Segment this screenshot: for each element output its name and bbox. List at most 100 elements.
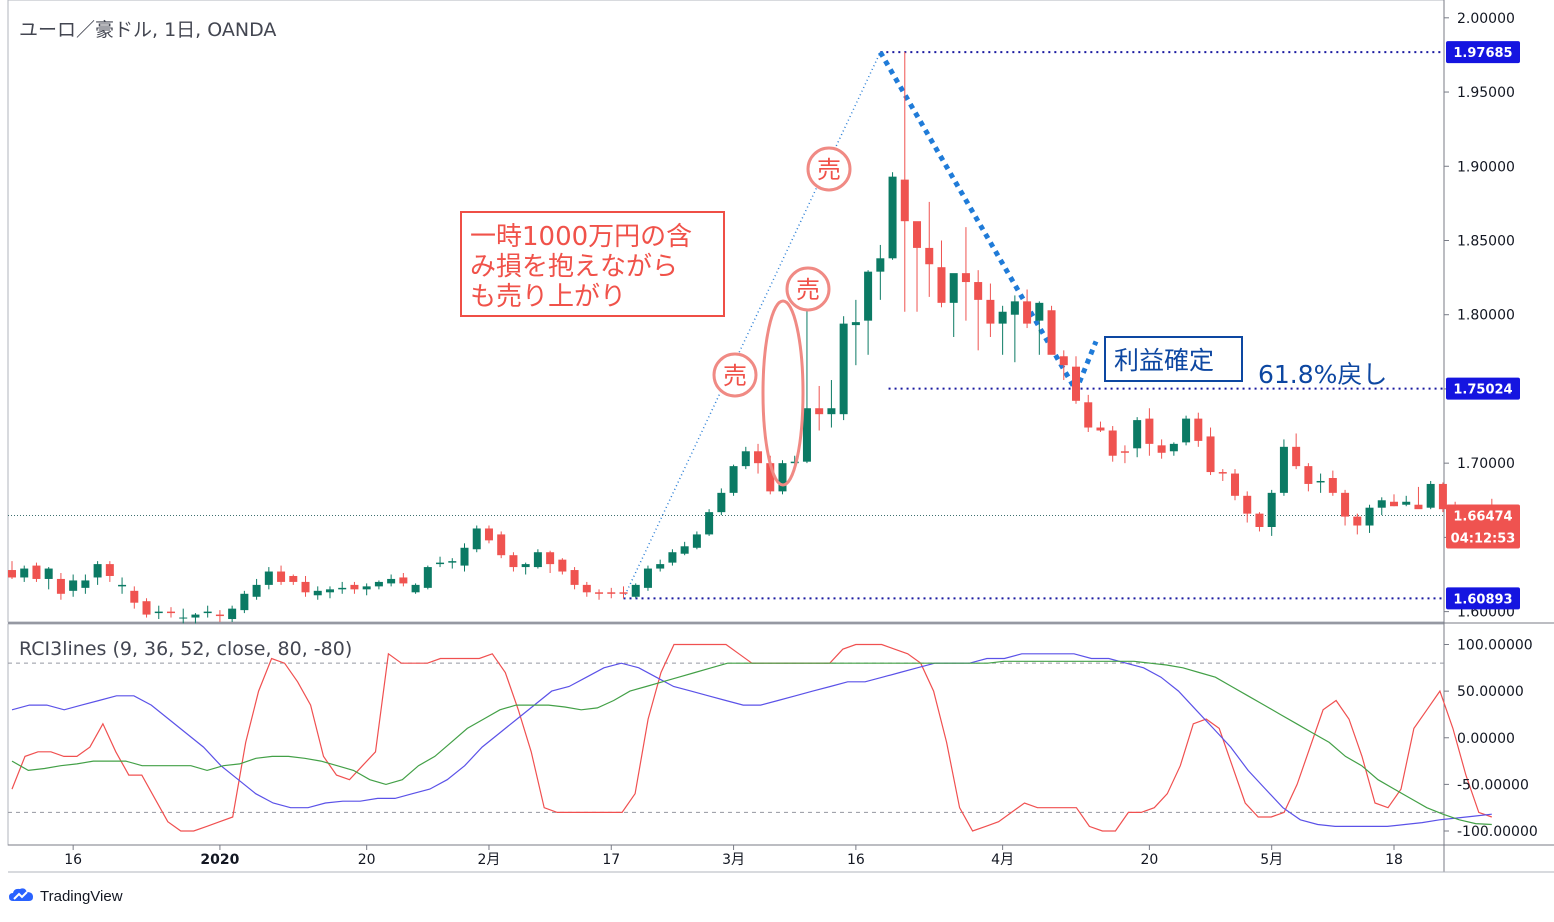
candle-body: [1023, 301, 1032, 324]
time-tick-label: 20: [358, 852, 376, 868]
candle-body: [154, 611, 163, 614]
rci-tick-label: -50.00000: [1457, 777, 1529, 793]
tradingview-logo[interactable]: TradingView: [8, 886, 123, 906]
candle-body: [497, 534, 506, 556]
price-tick-label: 1.95000: [1457, 85, 1515, 101]
retrace-price-label: 1.75024: [1453, 383, 1512, 398]
candle-body: [705, 512, 714, 535]
candle-body: [668, 552, 677, 563]
rci-short-line: [11, 643, 1493, 832]
candle-body: [1279, 446, 1288, 493]
candle-body: [1365, 507, 1374, 526]
candle-body: [1206, 436, 1215, 473]
candle-body: [240, 593, 249, 611]
candle-body: [215, 614, 224, 617]
indicator-title: RCI3lines (9, 36, 52, close, 80, -80): [19, 638, 353, 660]
time-tick-label: 2月: [478, 852, 501, 868]
candle-body: [754, 451, 763, 464]
candle-body: [937, 267, 946, 303]
candle-body: [301, 581, 310, 593]
countdown-label: 04:12:53: [1451, 532, 1516, 547]
candle-body: [1267, 492, 1276, 527]
candle-body: [313, 590, 322, 596]
candle-body: [986, 299, 995, 324]
candle-body: [851, 322, 860, 326]
sell-marker-label: 売: [796, 276, 820, 304]
rci-tick-label: -100.00000: [1457, 824, 1538, 840]
rally-trend-line: [622, 51, 882, 599]
candle-body: [656, 564, 665, 569]
candle-body: [399, 577, 408, 584]
candle-body: [925, 247, 934, 265]
candle-body: [1389, 501, 1398, 507]
main-pane-border: [7, 0, 1445, 623]
candle-body: [521, 564, 530, 568]
candle-body: [1072, 366, 1081, 401]
candle-body: [717, 492, 726, 513]
low-price-label-bg: [1446, 587, 1520, 610]
annotation-box-line: 一時1000万円の含: [470, 222, 692, 252]
candle-body: [81, 580, 90, 588]
time-tick-label: 16: [847, 852, 865, 868]
candle-body: [619, 592, 628, 594]
candle-body: [815, 408, 824, 415]
candle-body: [1377, 500, 1386, 508]
candle-body: [533, 552, 542, 568]
candle-body: [1120, 451, 1129, 453]
candle-body: [264, 571, 273, 585]
candle-body: [1145, 418, 1154, 444]
price-tick-label: 1.70000: [1457, 456, 1515, 472]
current-price-label: 1.66474: [1453, 510, 1512, 525]
rci-tick-label: 0.00000: [1457, 731, 1515, 747]
candle-body: [1353, 516, 1362, 526]
candle-body: [436, 562, 445, 565]
time-tick-label: 18: [1385, 852, 1403, 868]
candle-body: [1341, 492, 1350, 517]
candle-body: [252, 584, 261, 597]
candlestick-series: [8, 51, 1496, 624]
candle-body: [362, 586, 371, 590]
candle-body: [1047, 310, 1056, 355]
candle-body: [1059, 356, 1068, 366]
candle-body: [338, 587, 347, 590]
candle-body: [509, 555, 518, 568]
candle-body: [93, 564, 102, 578]
candle-body: [607, 592, 616, 594]
candle-body: [558, 559, 567, 572]
candle-body: [680, 546, 689, 554]
candle-body: [1304, 466, 1313, 484]
highlight-ellipse: [761, 299, 805, 487]
candle-body: [900, 179, 909, 222]
time-tick-label: 2020: [200, 852, 239, 868]
tradingview-brand-name: TradingView: [40, 887, 123, 905]
candle-body: [166, 611, 175, 614]
annotation-box: [460, 211, 725, 317]
sell-marker-circle: [785, 266, 831, 312]
candle-body: [130, 590, 139, 603]
main-plot-area[interactable]: [7, 0, 1554, 873]
rci-tick-label: 100.00000: [1457, 638, 1533, 654]
candle-body: [974, 282, 983, 300]
candle-body: [1218, 472, 1227, 474]
candle-body: [411, 584, 420, 593]
candle-body: [1182, 418, 1191, 443]
candle-body: [387, 578, 396, 584]
retrace-label: 61.8%戻し: [1258, 360, 1387, 389]
time-tick-label: 5月: [1260, 852, 1283, 868]
candle-body: [289, 575, 298, 582]
candle-body: [1402, 501, 1411, 505]
candle-body: [876, 258, 885, 272]
guide-lines: [8, 50, 1444, 600]
candle-body: [448, 561, 457, 563]
profit-label: 利益確定: [1114, 346, 1214, 375]
candle-body: [105, 564, 114, 576]
candle-body: [741, 451, 750, 467]
candle-body: [1194, 418, 1203, 441]
candle-body: [1035, 302, 1044, 321]
time-tick-label: 3月: [722, 852, 745, 868]
candle-body: [949, 273, 958, 303]
candle-body: [32, 565, 41, 579]
candle-body: [692, 534, 701, 548]
